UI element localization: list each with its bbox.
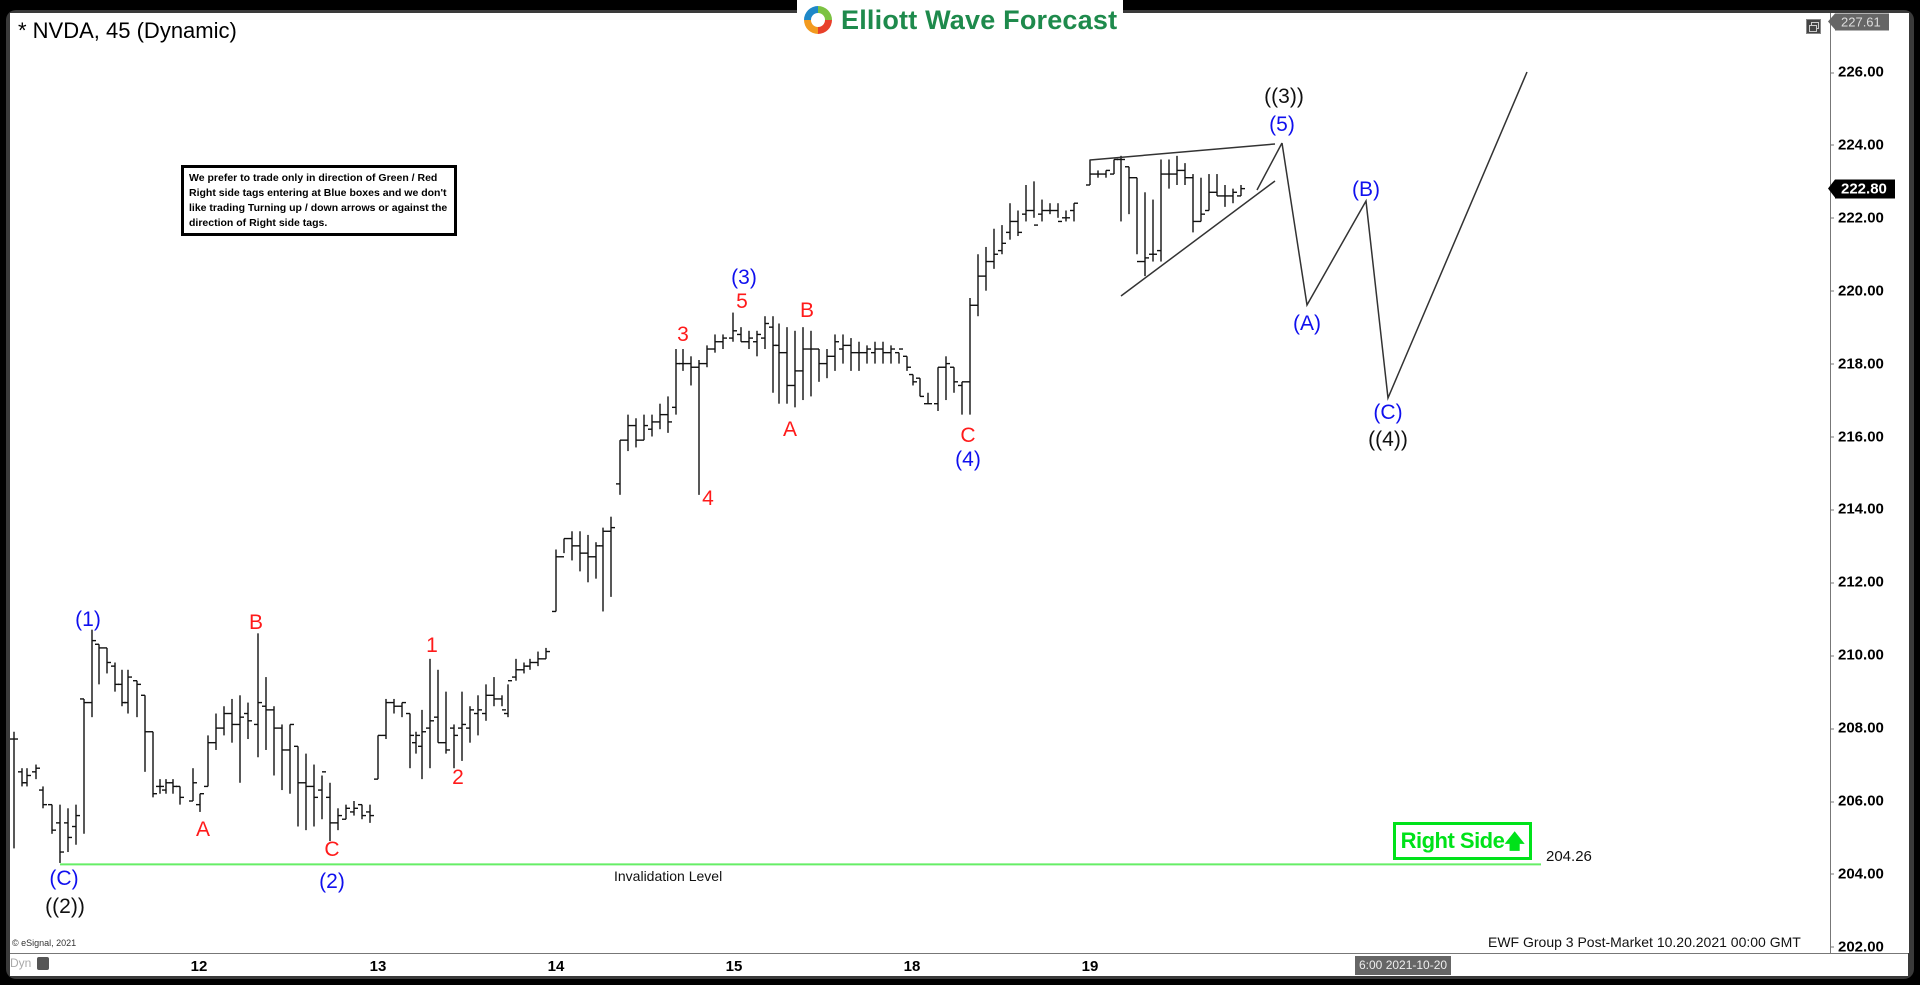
price-tick-label: 208.00	[1830, 719, 1884, 737]
price-tick-label: 216.00	[1830, 428, 1884, 445]
logo-swirl-icon	[804, 6, 832, 34]
wave-label: ((3))	[1264, 85, 1304, 108]
triangle-trendline	[1256, 142, 1283, 191]
wave-label: C	[324, 838, 340, 861]
copyright-text: © eSignal, 2021	[12, 938, 77, 948]
wave-label: 4	[702, 487, 714, 510]
price-tick-label: 222.00	[1830, 209, 1884, 227]
price-tick-label: 218.00	[1830, 355, 1884, 373]
wave-label: A	[195, 818, 211, 841]
price-tick-label: 214.00	[1830, 500, 1884, 518]
brand-logo: Elliott Wave Forecast	[797, 0, 1123, 40]
projection-path	[1281, 71, 1528, 401]
invalidation-label: Invalidation Level	[614, 868, 723, 884]
logo-text: Elliott Wave Forecast	[841, 4, 1118, 35]
wave-label: ((4))	[1368, 428, 1408, 451]
date-tick-label: 12	[190, 958, 208, 975]
wave-label: (1)	[75, 608, 101, 631]
price-tick-label: 220.00	[1830, 282, 1884, 300]
price-tick-label: 202.00	[1830, 938, 1884, 956]
wave-label: A	[782, 418, 798, 441]
right-side-label: Right Side	[1400, 828, 1505, 853]
window-restore-icon[interactable]	[1806, 19, 1821, 34]
price-tick-label: 206.00	[1830, 792, 1884, 810]
right-side-tag: Right Side🡅	[1393, 822, 1532, 860]
wave-label: (3)	[731, 266, 757, 289]
wave-label: ((2))	[45, 895, 85, 918]
last-price-tag: 222.80	[1828, 179, 1895, 199]
chart-title: * NVDA, 45 (Dynamic)	[18, 18, 237, 43]
triangle-trendline	[1120, 180, 1276, 297]
arrow-up-icon: 🡅	[1504, 831, 1525, 853]
wave-label: B	[799, 299, 815, 322]
wave-label: (B)	[1352, 178, 1380, 201]
trading-notice-box: We prefer to trade only in direction of …	[181, 165, 457, 236]
wave-label: (A)	[1293, 312, 1321, 335]
wave-label: 5	[736, 290, 748, 313]
lock-icon[interactable]	[37, 957, 49, 970]
footer-text: EWF Group 3 Post-Market 10.20.2021 00:00…	[1488, 934, 1801, 950]
price-tick-label: 210.00	[1830, 646, 1884, 664]
price-tick-label: 224.00	[1830, 136, 1884, 154]
date-tick-label: 15	[725, 958, 743, 975]
wave-label: 2	[452, 766, 464, 789]
date-tick-label: 14	[547, 958, 565, 975]
price-tick-label: 204.00	[1830, 865, 1884, 883]
price-tick-label: 212.00	[1830, 573, 1884, 591]
wave-label: (C)	[1373, 401, 1403, 424]
invalidation-value: 204.26	[1546, 848, 1592, 865]
wave-label: 1	[426, 634, 438, 657]
wave-label: (C)	[49, 867, 79, 890]
wave-label: 3	[677, 323, 689, 346]
wave-label: B	[248, 611, 264, 634]
triangle-trendline	[1089, 143, 1276, 161]
price-tick-label: 226.00	[1830, 63, 1884, 81]
cursor-date-tag: 6:00 2021-10-20	[1355, 956, 1452, 975]
date-tick-label: 18	[903, 958, 921, 975]
high-price-tag: 227.61	[1828, 13, 1889, 31]
wave-label: (2)	[319, 870, 345, 893]
wave-label: (4)	[955, 448, 981, 471]
wave-label: C	[960, 424, 976, 447]
date-tick-label: 13	[369, 958, 387, 975]
price-axis[interactable]	[1830, 13, 1909, 953]
date-tick-label: 19	[1081, 958, 1099, 975]
wave-label: (5)	[1269, 113, 1295, 136]
dynamic-label[interactable]: Dyn	[10, 956, 32, 970]
